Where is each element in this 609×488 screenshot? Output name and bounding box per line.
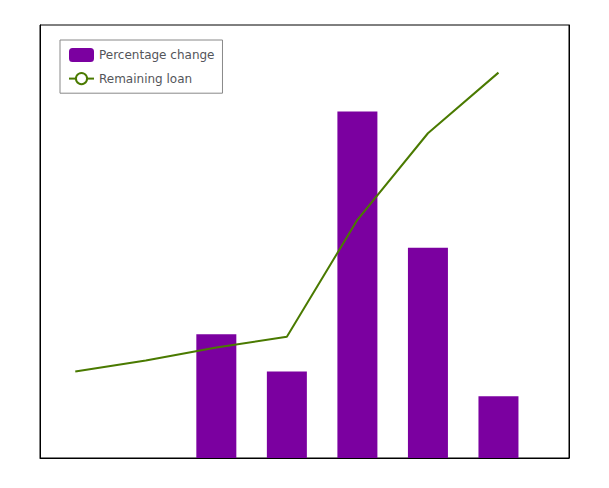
svg-text:Percentage change: Percentage change	[99, 48, 214, 62]
svg-text:Remaining loan: Remaining loan	[99, 72, 192, 86]
